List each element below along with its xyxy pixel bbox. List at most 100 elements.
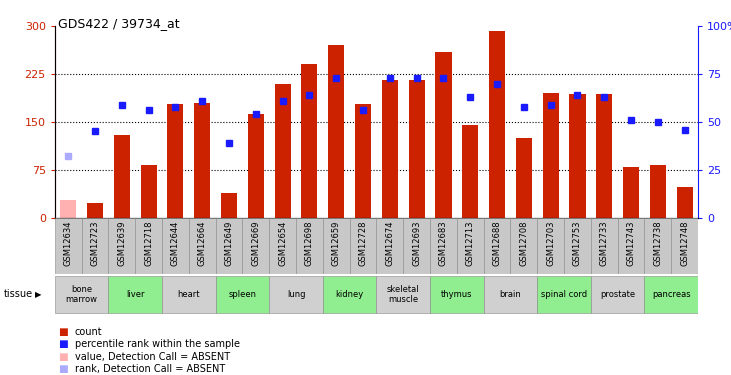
Bar [87, 204, 103, 218]
Bar [194, 103, 211, 218]
Bar [484, 217, 510, 274]
Bar [409, 81, 425, 218]
Text: GDS422 / 39734_at: GDS422 / 39734_at [58, 17, 180, 30]
Text: value, Detection Call = ABSENT: value, Detection Call = ABSENT [75, 352, 230, 362]
Text: ■: ■ [58, 327, 68, 337]
Text: pancreas: pancreas [652, 290, 691, 299]
Bar [623, 166, 639, 218]
Bar [462, 125, 478, 218]
Bar [376, 217, 404, 274]
Text: GSM12703: GSM12703 [546, 220, 555, 266]
Bar [269, 217, 296, 274]
Text: liver: liver [126, 290, 145, 299]
Bar [189, 217, 216, 274]
Text: lung: lung [287, 290, 306, 299]
Bar [323, 217, 349, 274]
Text: prostate: prostate [600, 290, 635, 299]
Bar [269, 276, 323, 313]
Bar [248, 114, 264, 218]
Text: GSM12654: GSM12654 [279, 220, 287, 266]
Bar [537, 276, 591, 313]
Bar [55, 217, 82, 274]
Text: skeletal
muscle: skeletal muscle [387, 285, 420, 304]
Text: ■: ■ [58, 339, 68, 349]
Bar [677, 187, 693, 218]
Text: GSM12693: GSM12693 [412, 220, 421, 266]
Bar [221, 193, 237, 217]
Text: rank, Detection Call = ABSENT: rank, Detection Call = ABSENT [75, 364, 225, 374]
Bar [457, 217, 484, 274]
Text: percentile rank within the sample: percentile rank within the sample [75, 339, 240, 349]
Bar [323, 276, 376, 313]
Text: ■: ■ [58, 364, 68, 374]
Text: GSM12649: GSM12649 [224, 220, 233, 266]
Bar [162, 217, 189, 274]
Text: GSM12674: GSM12674 [385, 220, 394, 266]
Text: heart: heart [178, 290, 200, 299]
Text: GSM12723: GSM12723 [91, 220, 99, 266]
Bar [216, 217, 243, 274]
Bar [114, 135, 130, 218]
Bar [645, 276, 698, 313]
Bar [516, 138, 532, 218]
Bar [355, 104, 371, 218]
Bar [645, 217, 671, 274]
Bar [349, 217, 376, 274]
Text: GSM12688: GSM12688 [493, 220, 501, 266]
Bar [430, 217, 457, 274]
Bar [542, 93, 558, 218]
Bar [82, 217, 108, 274]
Bar [650, 165, 666, 218]
Text: kidney: kidney [336, 290, 364, 299]
Bar [591, 276, 645, 313]
Text: GSM12748: GSM12748 [681, 220, 689, 266]
Text: ▶: ▶ [35, 290, 42, 299]
Bar [135, 217, 162, 274]
Text: thymus: thymus [441, 290, 473, 299]
Bar [404, 217, 430, 274]
Bar [510, 217, 537, 274]
Bar [167, 104, 183, 218]
Text: GSM12708: GSM12708 [520, 220, 529, 266]
Bar [564, 217, 591, 274]
Bar [60, 200, 76, 217]
Bar [569, 94, 586, 218]
Text: brain: brain [499, 290, 521, 299]
Bar [55, 276, 108, 313]
Text: GSM12644: GSM12644 [171, 220, 180, 266]
Text: GSM12718: GSM12718 [144, 220, 153, 266]
Bar [671, 217, 698, 274]
Bar [296, 217, 323, 274]
Text: GSM12753: GSM12753 [573, 220, 582, 266]
Text: spinal cord: spinal cord [541, 290, 587, 299]
Bar [376, 276, 430, 313]
Text: GSM12698: GSM12698 [305, 220, 314, 266]
Bar [537, 217, 564, 274]
Text: tissue: tissue [4, 290, 33, 299]
Text: count: count [75, 327, 102, 337]
Bar [382, 81, 398, 218]
Bar [596, 94, 613, 218]
Bar [591, 217, 618, 274]
Bar [108, 217, 135, 274]
Text: GSM12669: GSM12669 [251, 220, 260, 266]
Text: GSM12659: GSM12659 [332, 220, 341, 266]
Bar [275, 84, 291, 218]
Text: GSM12728: GSM12728 [359, 220, 368, 266]
Bar [618, 217, 645, 274]
Text: GSM12664: GSM12664 [198, 220, 207, 266]
Text: GSM12634: GSM12634 [64, 220, 72, 266]
Text: bone
marrow: bone marrow [66, 285, 98, 304]
Text: GSM12733: GSM12733 [600, 220, 609, 266]
Text: ■: ■ [58, 352, 68, 362]
Text: GSM12743: GSM12743 [626, 220, 635, 266]
Bar [216, 276, 269, 313]
Bar [430, 276, 484, 313]
Text: spleen: spleen [229, 290, 257, 299]
Bar [301, 64, 317, 218]
Text: GSM12683: GSM12683 [439, 220, 448, 266]
Bar [436, 52, 452, 217]
Bar [162, 276, 216, 313]
Text: GSM12639: GSM12639 [118, 220, 126, 266]
Bar [489, 32, 505, 217]
